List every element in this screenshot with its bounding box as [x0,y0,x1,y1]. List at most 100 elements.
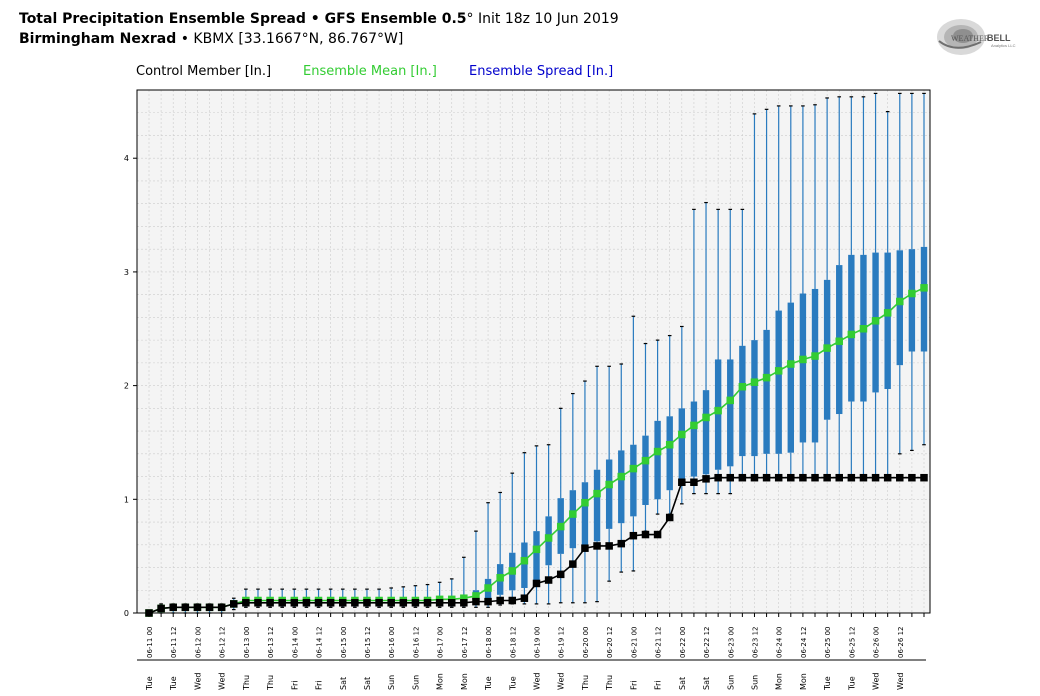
spread-box [739,345,746,457]
control-marker [871,473,880,482]
spread-box [666,416,673,491]
x-day-label: Wed [872,673,881,690]
control-marker [714,473,722,482]
spread-box [690,401,698,477]
control-marker [387,599,395,607]
x-day-label: Wed [557,673,566,690]
x-day-label: Tue [484,676,493,691]
mean-marker [835,337,843,346]
control-marker [314,599,323,607]
control-series [145,473,928,617]
mean-marker [774,367,783,375]
control-marker [702,475,710,483]
mean-marker [665,440,674,449]
x-time-label: 06-26 12 [897,627,905,658]
logo-text-weather: WEATHER [951,34,990,43]
spread-box [654,420,661,500]
control-marker [290,599,299,607]
x-time-label: 06-18 12 [509,627,517,658]
mean-marker [883,309,892,317]
spread-box [920,246,928,352]
spread-box [630,444,637,517]
x-time-label: 06-23 00 [727,627,735,658]
mean-marker [750,378,759,386]
control-marker [472,597,480,606]
chart-title: Total Precipitation Ensemble Spread • GF… [19,11,619,27]
control-marker [230,600,238,608]
logo-subtext: Analytics LLC [991,43,1016,48]
x-time-label: 06-18 00 [485,627,493,658]
control-marker [351,599,359,607]
control-marker [690,478,698,486]
x-time-label: 06-12 12 [219,627,227,658]
y-tick-label: 4 [124,154,129,163]
x-day-label: Sat [678,677,687,690]
subtitle-station: Birmingham Nexrad [19,31,177,47]
spread-box [642,435,649,505]
x-time-label: 06-14 12 [316,627,324,658]
control-marker [665,513,674,522]
mean-marker [738,382,747,391]
control-marker [532,579,541,588]
control-marker [605,542,613,550]
x-day-label: Thu [242,675,251,691]
x-day-label: Tue [823,676,832,691]
spread-box [593,469,601,542]
x-day-label: Fri [290,680,299,690]
x-time-label: 06-17 00 [437,627,445,658]
control-marker [544,576,553,584]
logo-text-bell: BELL [987,33,1011,43]
y-tick-label: 2 [124,382,129,391]
x-day-label: Sat [339,677,348,690]
mean-marker [581,498,589,507]
x-time-label: 06-15 12 [364,627,372,658]
x-time-label: 06-21 00 [630,627,638,658]
spread-box [714,359,722,470]
subtitle-coords: • KBMX [33.1667°N, 86.767°W] [176,31,404,47]
spread-box [521,542,528,588]
x-day-label: Wed [533,673,542,690]
mean-marker [920,284,928,292]
control-marker [496,596,504,605]
mean-marker [823,344,831,352]
x-time-label: 06-24 12 [800,627,808,658]
mean-marker [653,447,662,456]
mean-marker [799,355,807,364]
mean-marker [762,373,771,382]
spread-box [775,310,782,454]
control-marker [823,473,831,482]
control-marker [266,599,274,607]
title-init: Init 18z 10 Jun 2019 [473,11,619,27]
legend-spread: Ensemble Spread [In.] [469,64,614,79]
control-marker [799,473,807,482]
control-marker [920,473,928,482]
control-marker [835,473,843,482]
spread-box [811,288,819,443]
control-marker [859,473,868,482]
spread-box [896,250,903,366]
control-marker [508,596,517,605]
chart-subtitle: Birmingham Nexrad • KBMX [33.1667°N, 86.… [19,31,403,47]
mean-marker [484,584,492,592]
x-day-label: Wed [218,673,227,690]
control-marker [278,599,286,607]
mean-marker [617,472,626,481]
control-marker [217,603,226,612]
control-marker [375,599,383,607]
x-axis: 06-11 00 Tue 06-11 12 Tue 06-12 00 Wed 06-12 1… [137,613,926,691]
control-marker [363,599,371,607]
control-marker [435,599,444,607]
mean-marker [460,594,468,602]
control-marker [169,603,177,612]
x-time-label: 06-13 00 [243,627,251,658]
control-marker [653,530,662,539]
x-day-label: Mon [460,673,469,690]
control-marker [447,599,456,607]
control-marker [883,473,892,482]
spread-box [787,302,794,453]
x-time-label: 06-23 12 [751,627,759,658]
swirl-logo-icon [937,19,985,55]
control-marker [181,603,190,612]
title-bold: Total Precipitation Ensemble Spread • GF… [19,11,467,27]
x-time-label: 06-16 00 [388,627,396,658]
